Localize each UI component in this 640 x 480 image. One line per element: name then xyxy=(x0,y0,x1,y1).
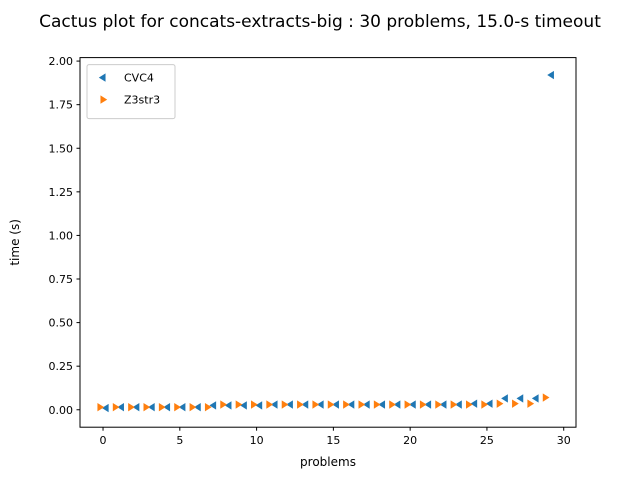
data-point xyxy=(439,400,447,409)
data-point xyxy=(465,400,473,409)
data-point xyxy=(481,400,489,409)
y-tick-label: 1.25 xyxy=(49,186,74,199)
data-point xyxy=(404,400,412,409)
data-point xyxy=(266,400,274,409)
data-point xyxy=(542,393,550,402)
x-tick-label: 20 xyxy=(403,434,417,447)
data-point xyxy=(240,401,247,410)
axis-ticks-layer: 0 5 10 15 20 25 30 0.00 0.25 0.50 0.75 1.00 1.25 1.50… xyxy=(49,55,571,447)
data-point xyxy=(347,400,355,409)
data-point xyxy=(470,399,478,408)
legend-box xyxy=(86,64,176,120)
x-axis-label: problems xyxy=(300,455,356,469)
legend-marker xyxy=(100,95,108,104)
data-point xyxy=(97,402,105,412)
data-point xyxy=(496,399,504,408)
data-point xyxy=(112,402,120,412)
data-point xyxy=(378,400,386,409)
data-point xyxy=(178,402,186,412)
data-point xyxy=(358,400,366,409)
data-point xyxy=(297,400,304,409)
data-point xyxy=(516,394,524,403)
legend-label: CVC4 xyxy=(124,72,154,85)
y-tick-label: 0.25 xyxy=(49,360,74,373)
y-tick-label: 2.00 xyxy=(49,55,74,68)
data-point xyxy=(450,400,458,409)
data-point xyxy=(419,400,427,409)
data-point xyxy=(158,402,166,412)
plot-frame xyxy=(79,57,577,428)
data-point xyxy=(281,400,289,409)
x-tick-label: 25 xyxy=(480,434,494,447)
data-point xyxy=(270,400,278,409)
data-point xyxy=(362,400,370,409)
chart-title: Cactus plot for concats-extracts-big : 3… xyxy=(39,12,601,32)
y-tick-label: 0.00 xyxy=(49,404,74,417)
x-tick-label: 10 xyxy=(250,434,264,447)
data-point xyxy=(301,400,309,409)
data-point xyxy=(343,400,350,409)
data-point xyxy=(373,400,381,409)
y-tick-label: 1.00 xyxy=(49,229,74,242)
data-point xyxy=(527,399,535,408)
data-point xyxy=(327,400,335,409)
data-point xyxy=(547,70,554,80)
y-tick-label: 0.75 xyxy=(49,273,74,286)
y-tick-label: 1.50 xyxy=(49,142,74,155)
series-cvc4 xyxy=(101,70,554,413)
data-point xyxy=(132,402,140,412)
data-point xyxy=(147,402,155,412)
data-point xyxy=(189,402,197,412)
data-point xyxy=(424,400,432,409)
y-axis-label: time (s) xyxy=(8,219,22,266)
data-point xyxy=(128,402,135,412)
data-point xyxy=(117,402,124,412)
x-tick-label: 30 xyxy=(557,434,571,447)
x-tick-label: 15 xyxy=(326,434,340,447)
data-point xyxy=(312,400,320,409)
x-tick-label: 5 xyxy=(176,434,183,447)
legend-label: Z3str3 xyxy=(124,94,160,107)
data-point xyxy=(204,402,212,412)
data-point xyxy=(332,400,339,409)
data-point xyxy=(194,402,201,412)
x-tick-label: 0 xyxy=(100,434,107,447)
data-point xyxy=(143,402,151,412)
data-point xyxy=(255,401,263,410)
data-point xyxy=(531,394,539,403)
data-point xyxy=(163,402,171,412)
data-point xyxy=(251,400,258,409)
data-point xyxy=(393,400,401,409)
data-point xyxy=(512,399,519,408)
data-point xyxy=(235,400,243,409)
data-point xyxy=(220,400,228,409)
data-point xyxy=(224,401,232,410)
data-point xyxy=(409,400,416,409)
legend: CVC4 Z3str3 xyxy=(86,64,176,120)
data-point xyxy=(485,399,493,408)
data-point xyxy=(501,394,508,403)
legend-marker xyxy=(98,73,106,82)
data-points-layer xyxy=(97,70,554,413)
data-point xyxy=(316,400,324,409)
data-point xyxy=(455,400,462,409)
data-point xyxy=(389,400,396,409)
data-point xyxy=(101,403,109,413)
series-z3str3 xyxy=(97,393,550,412)
data-point xyxy=(209,401,217,410)
y-tick-label: 0.50 xyxy=(49,317,74,330)
data-point xyxy=(174,402,181,412)
data-point xyxy=(286,400,293,409)
data-point xyxy=(435,400,442,409)
y-tick-label: 1.75 xyxy=(49,99,74,112)
